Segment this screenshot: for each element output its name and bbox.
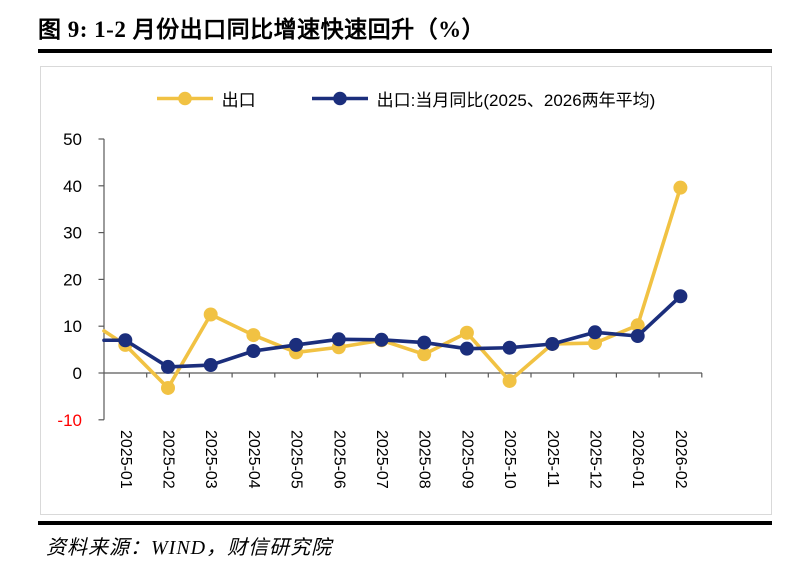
footer-divider (38, 521, 772, 525)
two-year-average-data-point (673, 289, 688, 304)
x-axis-label: 2025-10 (501, 430, 518, 489)
chart-container: 50 40 30 20 10 0 -10 2025-01 2025-02 2025-03 2025-… (40, 66, 772, 515)
x-axis-label: 2025-07 (373, 430, 390, 489)
legend-line-marker-two-year-average (311, 91, 368, 106)
x-axis-label: 2025-09 (458, 430, 475, 489)
chart-plot-canvas: 50 40 30 20 10 0 -10 2025-01 2025-02 2025-03 2025-… (57, 130, 703, 489)
export-data-point (673, 180, 688, 195)
legend-item-two-year-average: 出口:当月同比(2025、2026两年平均) (311, 86, 656, 111)
y-tick-label: 30 (63, 224, 82, 243)
export-data-point (417, 347, 432, 362)
x-axis-label: 2025-03 (202, 430, 219, 489)
source-note: 资料来源：WIND，财信研究院 (46, 537, 333, 559)
y-tick-label: 40 (63, 177, 82, 196)
x-axis-label: 2025-06 (330, 430, 347, 489)
chart-legend: 出口 出口:当月同比(2025、2026两年平均) (41, 86, 771, 111)
title-divider (38, 49, 772, 53)
two-year-average-data-point (161, 359, 175, 374)
legend-label-two-year-average: 出口:当月同比(2025、2026两年平均) (376, 91, 656, 110)
two-year-average-data-point (459, 341, 474, 356)
two-year-average-data-point (289, 337, 304, 352)
export-data-point (459, 325, 474, 340)
two-year-average-data-point (545, 336, 560, 351)
export-data-point (502, 373, 517, 388)
two-year-average-data-point (374, 332, 389, 347)
two-year-average-data-point (588, 325, 602, 340)
export-data-point (161, 380, 175, 395)
x-axis-label: 2025-12 (587, 430, 604, 489)
export-data-point (203, 307, 218, 322)
legend-line-marker-export (156, 91, 213, 106)
y-tick-label: 20 (63, 270, 82, 289)
two-year-average-data-point (118, 333, 133, 348)
export-data-point (630, 318, 645, 333)
export-data-point (246, 328, 261, 343)
y-tick-label: 50 (63, 130, 82, 149)
x-axis-label: 2025-01 (117, 430, 134, 489)
y-tick-label: 0 (73, 364, 82, 383)
export-series-line (102, 185, 683, 390)
two-year-average-data-point (246, 344, 261, 359)
x-axis-label: 2026-01 (629, 430, 646, 489)
x-axis-label: 2025-05 (288, 430, 305, 489)
x-axis-label: 2025-02 (160, 430, 177, 489)
export-data-point (588, 336, 602, 351)
two-year-average-data-point (331, 332, 346, 347)
x-axis-label: 2025-08 (416, 430, 433, 489)
two-year-average-data-point (417, 335, 432, 350)
two-year-average-data-point (502, 340, 517, 355)
figure-title: 图 9: 1-2 月份出口同比增速快速回升（%） (38, 17, 486, 42)
two-year-average-data-point (203, 358, 218, 373)
legend-label-export: 出口 (221, 91, 256, 110)
x-axis-label: 2025-04 (245, 430, 262, 489)
y-tick-label: 10 (63, 317, 82, 336)
x-axis-label: 2025-11 (544, 430, 561, 488)
y-tick-label: -10 (57, 411, 82, 430)
two-year-average-data-point (630, 329, 645, 344)
x-axis-label: 2026-02 (672, 430, 689, 489)
legend-item-export: 出口 (156, 86, 256, 111)
